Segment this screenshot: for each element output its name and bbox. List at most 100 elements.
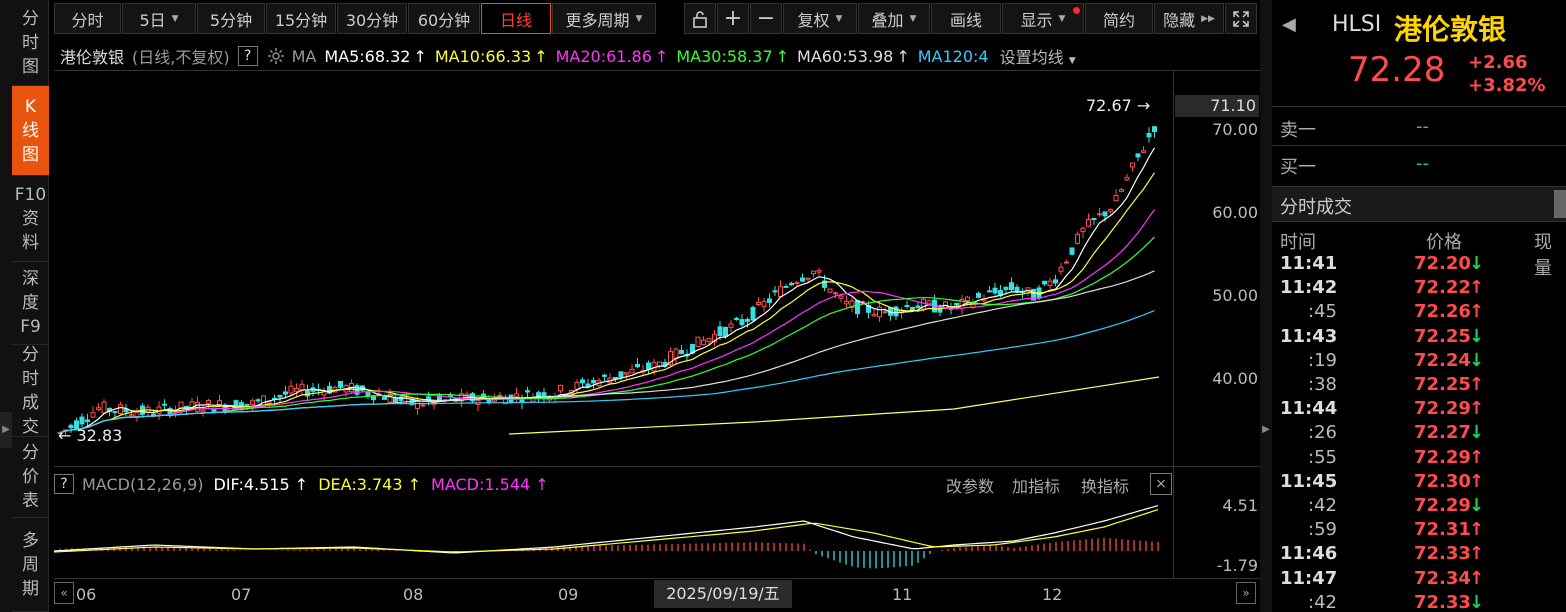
time-label: 07	[231, 585, 252, 604]
zoom-out-button[interactable]: −	[750, 3, 782, 34]
period-fenshi-button[interactable]: 分时	[54, 3, 121, 34]
notification-dot	[1073, 7, 1080, 14]
arrow-up-icon: ↑	[1469, 398, 1485, 420]
sidebar-tab-char: 时	[22, 32, 39, 53]
display-button[interactable]: 显示 ▼	[1002, 3, 1084, 34]
trade-time: :42	[1308, 591, 1337, 612]
sidebar-tab-6[interactable]: 多周期	[12, 518, 49, 612]
time-label: 12	[1042, 585, 1063, 604]
fuquan-button[interactable]: 复权 ▼	[783, 3, 857, 34]
price-axis-divider	[1173, 70, 1174, 578]
trade-time: :59	[1308, 519, 1337, 541]
hide-button[interactable]: 隐藏 ▶▶	[1154, 3, 1224, 34]
crosshair-date-label: 2025/09/19/五	[654, 580, 792, 608]
trades-scrollbar[interactable]	[1554, 190, 1566, 218]
caret-down-icon: ▼	[635, 13, 643, 24]
trade-time: 11:41	[1280, 253, 1338, 274]
arrow-down-icon: ↓	[1469, 325, 1485, 347]
ma-items: MA5:68.32 ↑ MA10:66.33 ↑ MA20:61.86 ↑ MA30:58.…	[324, 47, 999, 66]
sidebar-tab-char: 料	[22, 232, 39, 253]
sidebar-tab-char: 时	[22, 368, 39, 389]
sidebar-tab-3[interactable]: 深度 F9	[12, 262, 49, 345]
arrow-up-icon: ↑	[1469, 567, 1485, 589]
trade-time: :55	[1308, 446, 1337, 468]
trade-price: 72.29	[1414, 398, 1471, 420]
quote-panel: ◀ HLSI 港伦敦银 72.28 +2.66 +3.82% 卖一 -- 买一 …	[1272, 0, 1566, 612]
macd-close-button[interactable]: ×	[1150, 473, 1172, 495]
sidebar-tab-char: F9	[20, 317, 41, 337]
more-periods-button[interactable]: 更多周期 ▼	[552, 3, 656, 34]
arrow-up-icon: ↑	[1469, 543, 1485, 565]
scroll-right-button[interactable]: »	[1236, 582, 1256, 604]
macd-dif: DIF:4.515 ↑	[213, 474, 309, 494]
trade-price: 72.30	[1414, 470, 1471, 492]
period-5min-button[interactable]: 5分钟	[197, 3, 265, 34]
sidebar-tab-char: 多	[22, 530, 39, 551]
scroll-left-button[interactable]: «	[54, 582, 74, 604]
ma-settings-button[interactable]: 设置均线 ▼	[999, 48, 1076, 67]
switch-indicator-button[interactable]: 换指标	[1081, 477, 1130, 496]
sidebar-tab-0[interactable]: 分时图	[12, 0, 49, 86]
lock-icon	[693, 10, 707, 28]
sidebar-tab-char: 表	[22, 491, 39, 511]
trade-time: 11:45	[1280, 470, 1338, 492]
ma-help-button[interactable]: ?	[237, 46, 258, 66]
candlestick-chart[interactable]: 72.67 → ← 32.83	[54, 72, 1172, 464]
sidebar-tab-2[interactable]: F10 资料	[12, 176, 49, 262]
period-5day-button[interactable]: 5日 ▼	[122, 3, 196, 34]
trade-time: 11:47	[1280, 567, 1338, 589]
sidebar-tab-char: 分	[22, 344, 39, 365]
overlay-button[interactable]: 叠加 ▼	[858, 3, 930, 34]
trade-price: 72.29	[1414, 495, 1471, 516]
change-params-button[interactable]: 改参数	[946, 477, 995, 496]
sidebar-tab-char: 深	[22, 269, 39, 289]
sidebar-tab-4[interactable]: 分时成交	[12, 345, 49, 437]
back-arrow-icon[interactable]: ◀	[1282, 14, 1296, 35]
zoom-in-button[interactable]: +	[717, 3, 749, 34]
trade-time: 11:43	[1280, 325, 1338, 347]
price-label: 40.00	[1212, 369, 1258, 388]
draw-line-button[interactable]: 画线	[931, 3, 1001, 34]
trade-price: 72.25	[1414, 325, 1471, 347]
trade-time: :42	[1308, 495, 1337, 516]
period-15min-button[interactable]: 15分钟	[266, 3, 336, 34]
trade-price: 72.27	[1414, 422, 1471, 444]
trades-title[interactable]: 分时成交	[1280, 197, 1352, 218]
period-daily-button[interactable]: 日线	[481, 3, 551, 34]
macd-help-button[interactable]: ?	[54, 474, 74, 494]
gear-icon[interactable]	[266, 46, 286, 66]
instrument-name: 港伦敦银	[60, 48, 125, 67]
macd-chart[interactable]	[54, 497, 1172, 577]
trade-time: :26	[1308, 422, 1337, 444]
ma-item: MA60:53.98 ↑	[797, 46, 910, 66]
price-label: 50.00	[1212, 286, 1258, 305]
sidebar-tab-5[interactable]: 分价表	[12, 437, 49, 518]
buy1-label: 买一	[1280, 157, 1316, 178]
lock-button[interactable]	[684, 3, 716, 34]
ma-label: MA	[291, 46, 317, 66]
price-label: 60.00	[1212, 203, 1258, 222]
sidebar-tab-char: 资	[22, 208, 39, 229]
macd-value: MACD:1.544 ↑	[431, 474, 549, 494]
expand-icon	[1233, 10, 1249, 27]
trade-price: 72.26	[1414, 301, 1471, 323]
sidebar-tab-char: K	[24, 96, 37, 117]
period-30min-button[interactable]: 30分钟	[337, 3, 407, 34]
arrow-down-icon: ↓	[1469, 349, 1485, 371]
trade-price: 72.31	[1414, 519, 1471, 541]
sidebar-tab-char: 分	[22, 443, 39, 463]
sidebar-tab-char: 度	[22, 293, 39, 313]
panel-toggle-arrow-icon[interactable]: ▶	[1262, 424, 1270, 435]
simple-mode-button[interactable]: 简约	[1085, 3, 1153, 34]
fullscreen-button[interactable]	[1225, 3, 1257, 34]
add-indicator-button[interactable]: 加指标	[1012, 477, 1061, 496]
macd-legend: ? MACD(12,26,9) DIF:4.515 ↑ DEA:3.743 ↑ …	[54, 472, 559, 496]
period-60min-button[interactable]: 60分钟	[408, 3, 480, 34]
trade-time: 11:42	[1280, 277, 1338, 299]
caret-down-icon: ▼	[835, 13, 843, 24]
caret-down-icon: ▼	[1058, 13, 1066, 24]
sidebar-collapse-arrow-icon[interactable]: ▶	[0, 412, 12, 448]
high-price-marker: 72.67 →	[1086, 96, 1150, 115]
sell1-value: --	[1416, 116, 1429, 137]
